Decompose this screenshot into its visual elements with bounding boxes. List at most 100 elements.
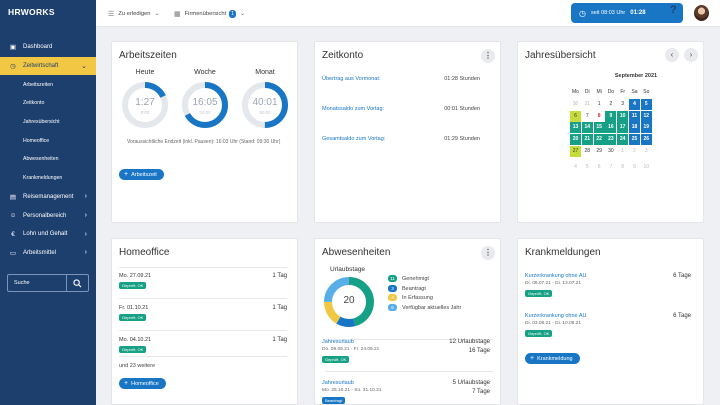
sick-note-row[interactable]: Kurzerkrankung ohne AU Di. 06.07.21 - Di… — [525, 273, 691, 297]
calendar-day[interactable]: 30 — [608, 147, 614, 154]
legend-item: 4 In Erfassung — [388, 294, 433, 301]
absence-vacation-days: 5 Urlaubstage — [452, 380, 490, 386]
calendar-day[interactable]: 6 — [593, 161, 605, 173]
calendar-weekday: So — [643, 89, 650, 95]
calendar-day[interactable]: 9 — [605, 110, 617, 122]
sick-note-row[interactable]: Kurzerkrankung ohne AU Di. 03.08.21 - Di… — [525, 313, 691, 337]
nav-item-lohn-und-gehalt[interactable]: € Lohn und Gehalt › — [0, 225, 96, 244]
legend-count: 6 — [388, 304, 397, 311]
add-homeoffice-button[interactable]: + Homeoffice — [119, 378, 166, 389]
ring-target: 8:00 — [140, 110, 150, 115]
sidebar: HRWORKS ▣ Dashboard ◷ Zeitwirtschaft ⌄ A… — [0, 0, 96, 405]
todo-menu[interactable]: ☰ Zu erledigen ⌄ — [108, 0, 160, 27]
calendar-day[interactable]: 1 — [617, 145, 629, 157]
calendar-day[interactable]: 2 — [609, 101, 613, 107]
avatar[interactable] — [694, 5, 709, 21]
homeoffice-days: 1 Tag — [272, 337, 287, 343]
homeoffice-row[interactable]: Mo. 27.09.21 Geprüft, OK 1 Tag — [119, 273, 287, 293]
card-title: Jahresübersicht — [525, 50, 596, 61]
more-icon[interactable]: ⋮ — [481, 49, 495, 63]
nav-sub-krankmeldungen[interactable]: Krankmeldungen — [23, 175, 63, 182]
divider — [325, 339, 493, 340]
nav-sub-abwesenheiten[interactable]: Abwesenheiten — [23, 156, 59, 163]
calendar-day[interactable]: 22 — [593, 134, 605, 146]
search-input[interactable] — [8, 275, 66, 291]
calendar-day[interactable]: 17 — [617, 122, 629, 134]
nav-item-zeitwirtschaft[interactable]: ◷ Zeitwirtschaft ⌄ — [0, 56, 96, 76]
donut-segment — [324, 277, 374, 327]
calendar-day[interactable]: 6 — [570, 110, 581, 122]
add-krankmeldung-button[interactable]: + Krankmeldung — [525, 353, 580, 364]
calendar-day[interactable]: 2 — [629, 145, 640, 157]
help-icon[interactable]: ? — [670, 4, 677, 16]
homeoffice-row[interactable]: Mo. 04.10.21 Geprüft, OK 1 Tag — [119, 337, 287, 357]
calendar-day[interactable]: 30 — [570, 99, 581, 110]
zeitkonto-link[interactable]: Monatssaldo zum Vortag: — [322, 106, 385, 112]
nav-item-reisemanagement[interactable]: ▤ Reisemanagement › — [0, 188, 96, 207]
calendar-day[interactable]: 4 — [629, 99, 640, 110]
donut-subtitle: Urlaubstage — [330, 266, 366, 273]
search-button[interactable] — [66, 275, 88, 291]
nav-sub-arbeitszeiten[interactable]: Arbeitszeiten — [23, 81, 53, 88]
calendar-day[interactable]: 11 — [629, 110, 640, 122]
absence-row[interactable]: Jahresurlaub Do. 09.09.21 - Fr. 24.09.21… — [322, 339, 490, 363]
calendar-day[interactable]: 27 — [570, 145, 581, 157]
calendar-day[interactable]: 3 — [640, 145, 652, 157]
clock-out-button[interactable]: ◷ seit 08:03 Uhr 01:28 — [571, 3, 683, 23]
calendar-day[interactable]: 24 — [617, 134, 629, 146]
nav-item-arbeitsmittel[interactable]: ▭ Arbeitsmittel › — [0, 244, 96, 263]
building-icon: ▦ — [174, 10, 181, 18]
calendar-day[interactable]: 12 — [640, 110, 652, 122]
more-icon[interactable]: ⋮ — [481, 246, 495, 260]
absence-row[interactable]: Jahresurlaub Mo. 25.10.21 - So. 31.10.21… — [322, 380, 490, 404]
calendar-day[interactable]: 20 — [570, 134, 581, 146]
nav-item-dashboard[interactable]: ▣ Dashboard — [0, 38, 96, 57]
calendar-day[interactable]: 25 — [629, 134, 640, 146]
calendar-day[interactable]: 19 — [640, 122, 652, 134]
nav-sub-jahresuebersicht[interactable]: Jahresübersicht — [23, 119, 60, 126]
calendar-day[interactable]: 8 — [593, 110, 605, 122]
calendar-day[interactable]: 1 — [597, 101, 601, 107]
calendar-day[interactable]: 3 — [621, 101, 625, 107]
nav-sub-zeitkonto[interactable]: Zeitkonto — [23, 100, 45, 107]
firm-overview-menu[interactable]: ▦ Firmenübersicht 1 ⌄ — [174, 0, 245, 27]
calendar-day[interactable]: 23 — [605, 134, 617, 146]
legend-count: 11 — [388, 275, 397, 282]
zeitkonto-link[interactable]: Gesamtsaldo zum Vortag: — [322, 136, 386, 142]
homeoffice-date: Mo. 04.10.21 — [119, 337, 152, 343]
calendar-day[interactable]: 18 — [629, 122, 640, 134]
calendar-day[interactable]: 7 — [605, 161, 617, 173]
calendar-day[interactable]: 14 — [581, 122, 593, 134]
ring-label-monat: Monat — [255, 69, 275, 76]
calendar-day[interactable]: 28 — [584, 147, 591, 154]
calendar-day[interactable]: 31 — [581, 99, 593, 110]
calendar-day[interactable]: 13 — [570, 122, 581, 134]
calendar-day[interactable]: 16 — [605, 122, 617, 134]
calendar-day[interactable]: 4 — [570, 161, 581, 173]
calendar-day[interactable]: 10 — [640, 161, 652, 173]
firm-label: Firmenübersicht — [184, 10, 227, 17]
calendar-day[interactable]: 5 — [640, 99, 652, 110]
next-month-button[interactable]: › — [684, 48, 698, 62]
calendar-day[interactable]: 8 — [617, 161, 629, 173]
nav-sub-homeoffice[interactable]: Homeoffice — [23, 137, 50, 144]
calendar-day[interactable]: 10 — [617, 110, 629, 122]
nav-item-personalbereich[interactable]: ☺ Personalbereich › — [0, 206, 96, 225]
calendar-day[interactable]: 29 — [596, 147, 602, 154]
zeitkonto-link[interactable]: Übertrag aus Vormonat: — [322, 76, 381, 82]
calendar-day[interactable]: 21 — [581, 134, 593, 146]
calendar-day[interactable]: 26 — [640, 134, 652, 146]
add-arbeitszeit-button[interactable]: + Arbeitszeit — [119, 169, 164, 180]
calendar-day[interactable]: 15 — [593, 122, 605, 134]
calendar-month: September 2021 — [614, 73, 658, 79]
divider — [325, 371, 493, 372]
absence-type: Jahresurlaub — [322, 380, 354, 386]
prev-month-button[interactable]: ‹ — [665, 48, 679, 62]
homeoffice-days: 1 Tag — [272, 305, 287, 311]
zeitkonto-value: 01:29 Stunden — [444, 136, 480, 142]
homeoffice-row[interactable]: Fr. 01.10.21 Geprüft, OK 1 Tag — [119, 305, 287, 325]
legend-count: 4 — [388, 294, 397, 301]
calendar-day[interactable]: 7 — [585, 112, 589, 119]
calendar-day[interactable]: 5 — [581, 161, 593, 173]
calendar-day[interactable]: 9 — [629, 161, 640, 173]
